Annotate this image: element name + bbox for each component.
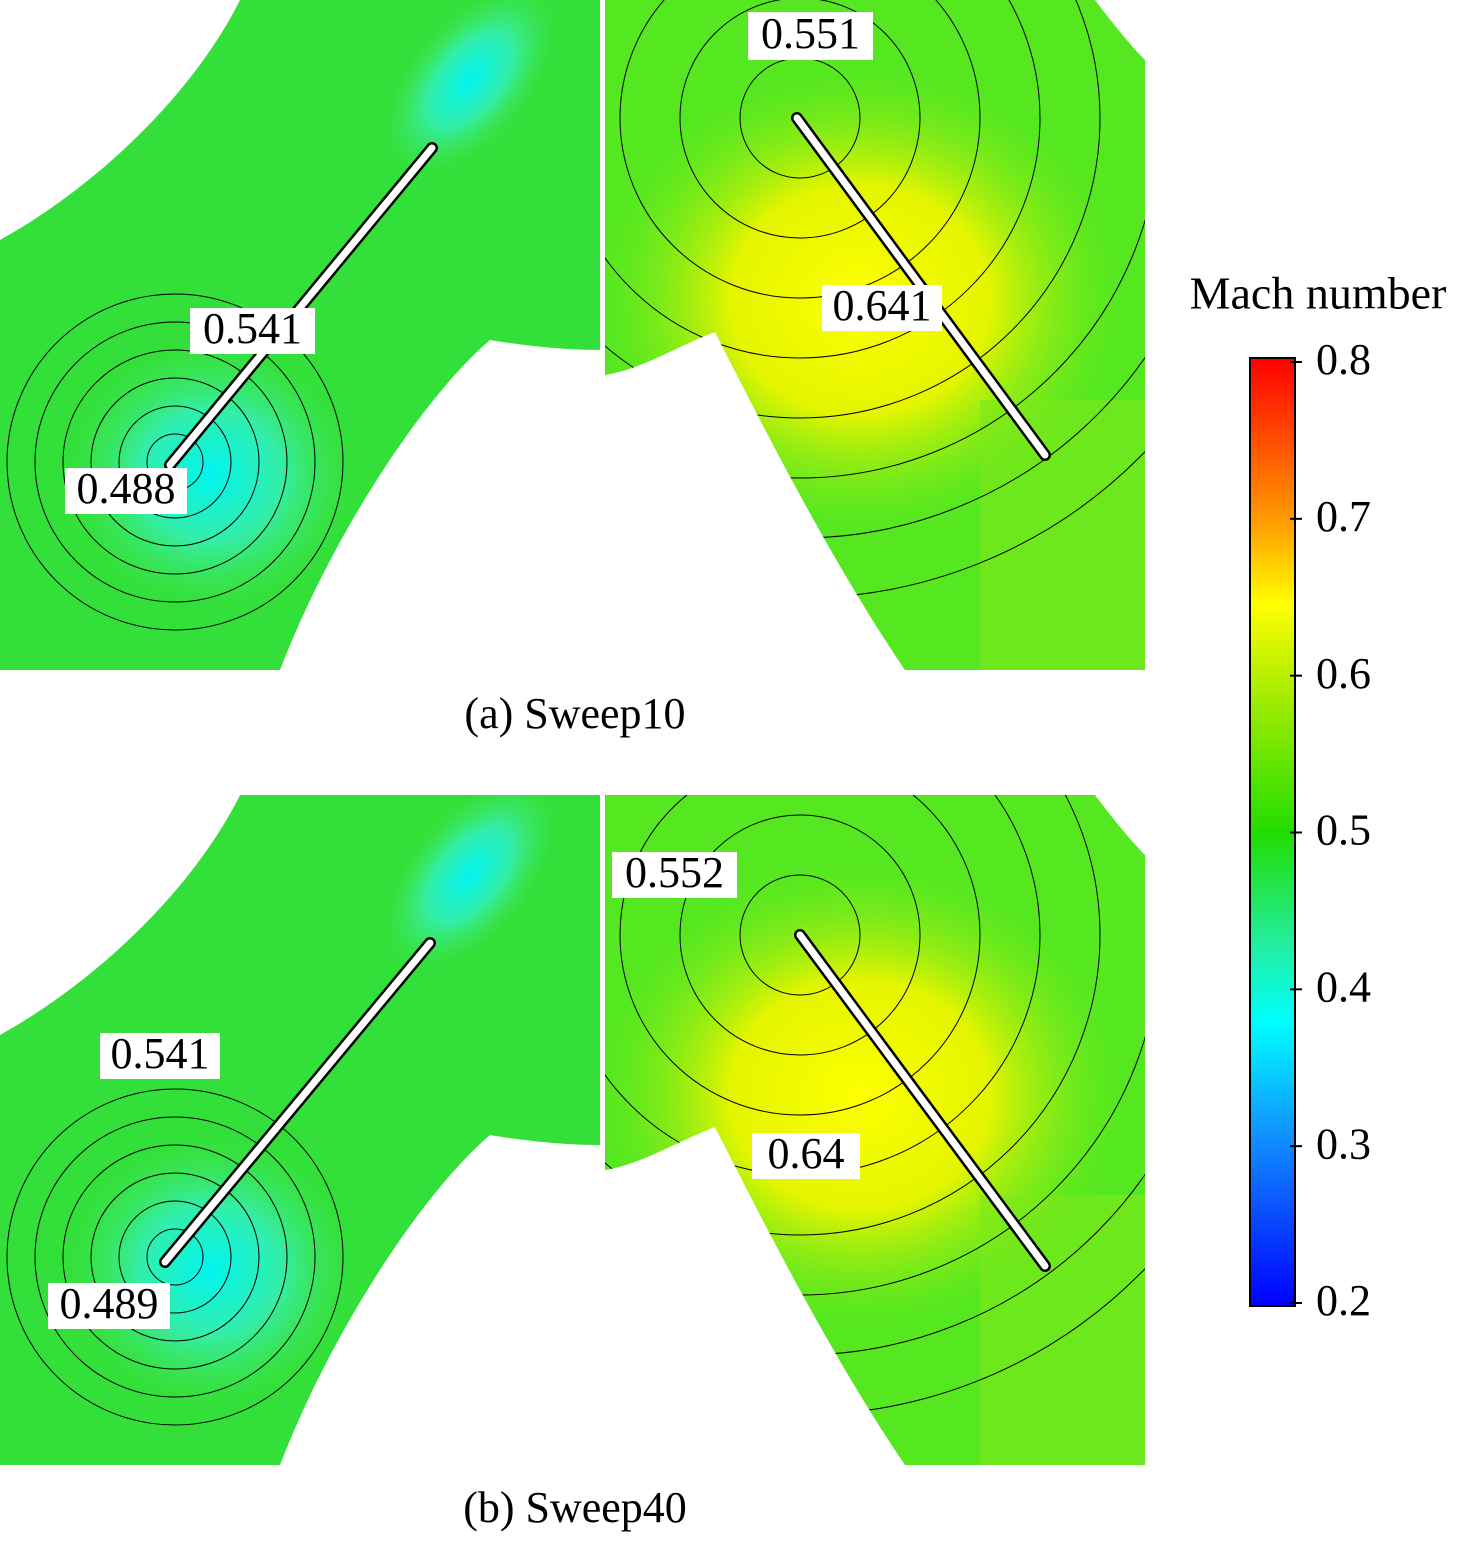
colorbar-tick-label: 0.5 [1316,806,1371,855]
colorbar-tick-label: 0.3 [1316,1119,1371,1168]
contour-line [6,293,344,631]
panel-caption: (a) Sweep10 [464,689,685,738]
contour-line [605,795,1101,1236]
blade [796,931,1049,1270]
probe-label-box [752,1133,860,1179]
probe-label-box [100,1033,220,1079]
contour-line [605,0,1041,359]
contour-line [118,405,232,519]
probe-label-box [190,308,315,354]
probe-label: 0.551 [761,9,860,58]
probe-label: 0.64 [768,1129,845,1178]
wake [980,1195,1145,1465]
contour-line [118,1200,232,1314]
blade [161,939,434,1266]
colorbar-tick-label: 0.4 [1316,962,1371,1011]
probe-label-box [48,1283,170,1329]
contour-line [62,1144,288,1370]
contour-line [679,0,921,239]
contour-line [146,1228,204,1286]
colorbar-tick-label: 0.7 [1316,492,1371,541]
probe-label: 0.552 [625,848,724,897]
blade [166,144,436,469]
contour-line [679,814,921,1056]
colorbar-fill [1249,357,1296,1307]
probe-label: 0.488 [77,464,176,513]
low-mach-wake [385,0,555,173]
low-mach-zone [70,345,350,605]
colorbar-tick-label: 0.6 [1316,649,1371,698]
contour-line [62,349,288,575]
contour-line [619,0,981,299]
contour-line [739,874,861,996]
contour-panel: 0.541 0.488 0.551 0.641 (a) Sweep10 [0,0,1145,738]
contour-line [605,0,1145,479]
probe-label: 0.489 [60,1279,159,1328]
colorbar-tick-label: 0.8 [1316,335,1371,384]
colorbar-title: Mach number [1190,268,1447,319]
probe-label: 0.641 [833,281,932,330]
probe-label: 0.541 [111,1029,210,1078]
contour-line [619,795,981,1116]
probe-label-box [612,852,737,898]
field [0,0,600,670]
low-mach-wake [385,795,555,968]
contour-line [34,321,316,603]
contour-line [90,1172,260,1342]
wake [980,400,1145,670]
colorbar-tick-label: 0.2 [1316,1276,1371,1325]
contour-line [90,377,260,547]
probe-label-box [748,12,873,60]
contour-line [34,1116,316,1398]
colorbar: Mach number 0.2 0.3 0.4 0.5 0.6 0.7 0.8 [1190,268,1447,1326]
contour-line [6,1088,344,1426]
probe-label-box [65,468,187,514]
probe-label: 0.541 [203,304,302,353]
panels: 0.541 0.488 0.551 0.641 (a) Sweep10 0.541 0.48… [0,0,1145,1532]
contour-line [605,0,1101,419]
probe-label-box [822,285,942,331]
low-mach-zone [70,1140,350,1400]
panel-caption: (b) Sweep40 [463,1483,687,1532]
